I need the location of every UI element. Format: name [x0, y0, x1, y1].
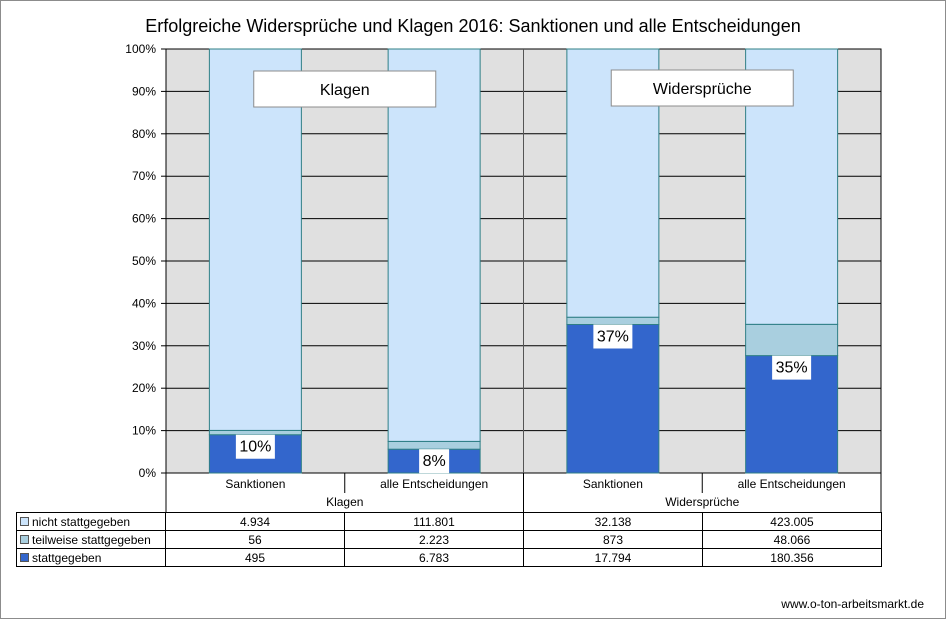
table-cell: 180.356 — [702, 548, 882, 567]
source-credit: www.o-ton-arbeitsmarkt.de — [781, 597, 924, 611]
bar-segment — [208, 429, 302, 436]
table-cell: 111.801 — [344, 512, 524, 531]
y-tick-label: 0% — [139, 466, 157, 480]
data-label-box — [419, 449, 450, 474]
y-tick-label: 10% — [132, 424, 156, 438]
x-tick-label: alle Entscheidungen — [738, 477, 846, 491]
annotation-box — [610, 69, 794, 107]
y-tick-label: 70% — [132, 169, 156, 183]
y-tick-label: 50% — [132, 254, 156, 268]
y-tick-label: 40% — [132, 296, 156, 310]
bar-segment — [566, 323, 660, 474]
legend-nicht-stattgegeben: nicht stattgegeben — [16, 512, 166, 531]
chart-plot: 0% 10% 20% 30% 40% 50% 60% 70% 80% 90% 100% 10% 8% 37… — [125, 42, 882, 512]
annotation-box — [253, 70, 437, 108]
bar-segment — [387, 48, 481, 442]
data-label-box — [235, 434, 275, 459]
y-tick-label: 100% — [125, 42, 156, 56]
bar-segment — [566, 316, 660, 325]
table-cell: 6.783 — [344, 548, 524, 567]
x-tick-label: alle Entscheidungen — [380, 477, 488, 491]
legend-swatch — [20, 552, 29, 562]
y-tick-label: 60% — [132, 212, 156, 226]
data-label: 10% — [239, 439, 271, 456]
x-tick-label: Sanktionen — [583, 477, 643, 491]
legend-label: teilweise stattgegeben — [32, 532, 151, 547]
legend-label: stattgegeben — [32, 550, 102, 565]
table-cell: 48.066 — [702, 530, 882, 549]
data-label-box — [593, 324, 633, 349]
data-label: 8% — [423, 453, 446, 470]
bar-segment — [208, 48, 302, 431]
legend-teilweise-stattgegeben: teilweise stattgegeben — [16, 530, 166, 549]
y-tick-label: 30% — [132, 339, 156, 353]
table-cell: 2.223 — [344, 530, 524, 549]
data-table: nicht stattgegeben 4.934 111.801 32.138 … — [16, 512, 882, 567]
x-tick-label: Sanktionen — [225, 477, 285, 491]
group-label: Klagen — [326, 495, 363, 509]
table-cell: 32.138 — [523, 512, 703, 531]
legend-swatch — [20, 516, 29, 526]
table-row-stattgegeben: stattgegeben 495 6.783 17.794 180.356 — [16, 548, 882, 567]
y-tick-label: 90% — [132, 84, 156, 98]
legend-label: nicht stattgegeben — [32, 514, 131, 529]
table-row-nicht-stattgegeben: nicht stattgegeben 4.934 111.801 32.138 … — [16, 512, 882, 531]
table-row-teilweise-stattgegeben: teilweise stattgegeben 56 2.223 873 48.0… — [16, 530, 882, 549]
table-cell: 4.934 — [165, 512, 345, 531]
data-label: 35% — [776, 360, 808, 377]
y-tick-label: 20% — [132, 381, 156, 395]
table-cell: 423.005 — [702, 512, 882, 531]
table-cell: 873 — [523, 530, 703, 549]
legend-stattgegeben: stattgegeben — [16, 548, 166, 567]
data-label: 37% — [597, 328, 629, 345]
table-cell: 495 — [165, 548, 345, 567]
legend-swatch — [20, 534, 29, 544]
table-cell: 56 — [165, 530, 345, 549]
group-label: Widersprüche — [665, 495, 739, 509]
bar-segment — [387, 440, 481, 450]
y-tick-label: 80% — [132, 127, 156, 141]
annotation-label: Klagen — [320, 82, 370, 99]
table-cell: 17.794 — [523, 548, 703, 567]
annotation-label: Widersprüche — [653, 81, 752, 98]
bar-segment — [745, 323, 839, 357]
chart-title: Erfolgreiche Widersprüche und Klagen 201… — [145, 16, 801, 36]
data-label-box — [772, 355, 812, 380]
